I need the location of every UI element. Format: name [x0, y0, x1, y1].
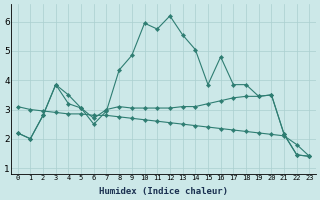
X-axis label: Humidex (Indice chaleur): Humidex (Indice chaleur) — [99, 187, 228, 196]
